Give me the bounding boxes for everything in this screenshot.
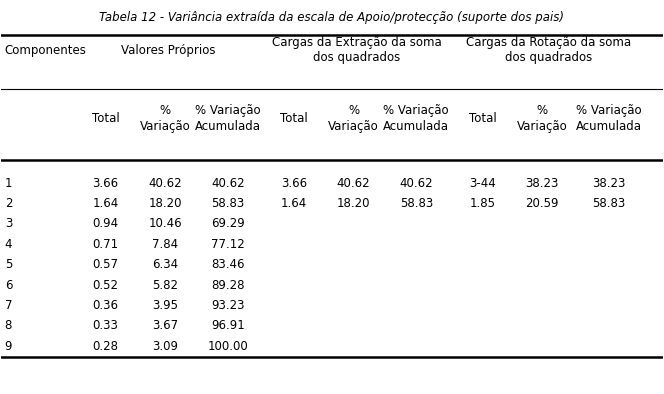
Text: 0.33: 0.33 [92, 319, 118, 332]
Text: Total: Total [280, 112, 308, 125]
Text: 3.67: 3.67 [152, 319, 178, 332]
Text: 8: 8 [5, 319, 12, 332]
Text: 6: 6 [5, 279, 12, 292]
Text: %
Variação: % Variação [139, 104, 191, 133]
Text: 0.28: 0.28 [92, 340, 119, 353]
Text: 58.83: 58.83 [400, 197, 433, 210]
Text: 0.94: 0.94 [92, 217, 119, 230]
Text: 3.66: 3.66 [281, 177, 307, 190]
Text: 1: 1 [5, 177, 12, 190]
Text: 1.85: 1.85 [469, 197, 495, 210]
Text: % Variação
Acumulada: % Variação Acumulada [383, 104, 450, 133]
Text: 100.00: 100.00 [207, 340, 248, 353]
Text: 89.28: 89.28 [211, 279, 244, 292]
Text: 0.57: 0.57 [92, 258, 119, 271]
Text: 3.66: 3.66 [92, 177, 119, 190]
Text: 18.20: 18.20 [337, 197, 371, 210]
Text: Tabela 12 - Variância extraída da escala de Apoio/protecção (suporte dos pais): Tabela 12 - Variância extraída da escala… [100, 11, 564, 24]
Text: 38.23: 38.23 [592, 177, 625, 190]
Text: %
Variação: % Variação [517, 104, 567, 133]
Text: 93.23: 93.23 [211, 299, 244, 312]
Text: Total: Total [92, 112, 120, 125]
Text: 58.83: 58.83 [211, 197, 244, 210]
Text: % Variação
Acumulada: % Variação Acumulada [195, 104, 261, 133]
Text: Total: Total [469, 112, 496, 125]
Text: 0.52: 0.52 [92, 279, 119, 292]
Text: 40.62: 40.62 [400, 177, 433, 190]
Text: 20.59: 20.59 [525, 197, 558, 210]
Text: 96.91: 96.91 [211, 319, 245, 332]
Text: Valores Próprios: Valores Próprios [121, 44, 216, 57]
Text: % Variação
Acumulada: % Variação Acumulada [576, 104, 642, 133]
Text: %
Variação: % Variação [328, 104, 379, 133]
Text: 1.64: 1.64 [281, 197, 307, 210]
Text: 40.62: 40.62 [148, 177, 182, 190]
Text: 58.83: 58.83 [592, 197, 625, 210]
Text: 3.09: 3.09 [152, 340, 178, 353]
Text: Cargas da Rotação da soma
dos quadrados: Cargas da Rotação da soma dos quadrados [466, 36, 631, 64]
Text: 9: 9 [5, 340, 12, 353]
Text: 2: 2 [5, 197, 12, 210]
Text: 0.36: 0.36 [92, 299, 119, 312]
Text: 3: 3 [5, 217, 12, 230]
Text: 5.82: 5.82 [152, 279, 178, 292]
Text: 0.71: 0.71 [92, 238, 119, 251]
Text: 7: 7 [5, 299, 12, 312]
Text: 83.46: 83.46 [211, 258, 244, 271]
Text: 10.46: 10.46 [148, 217, 182, 230]
Text: 5: 5 [5, 258, 12, 271]
Text: Cargas da Extração da soma
dos quadrados: Cargas da Extração da soma dos quadrados [272, 36, 442, 64]
Text: 4: 4 [5, 238, 12, 251]
Text: 7.84: 7.84 [152, 238, 178, 251]
Text: 6.34: 6.34 [152, 258, 178, 271]
Text: 3.95: 3.95 [152, 299, 178, 312]
Text: 77.12: 77.12 [211, 238, 245, 251]
Text: 69.29: 69.29 [211, 217, 245, 230]
Text: 40.62: 40.62 [211, 177, 244, 190]
Text: 18.20: 18.20 [148, 197, 182, 210]
Text: 38.23: 38.23 [525, 177, 558, 190]
Text: 3-44: 3-44 [469, 177, 496, 190]
Text: 1.64: 1.64 [92, 197, 119, 210]
Text: Componentes: Componentes [5, 44, 86, 57]
Text: 40.62: 40.62 [337, 177, 371, 190]
